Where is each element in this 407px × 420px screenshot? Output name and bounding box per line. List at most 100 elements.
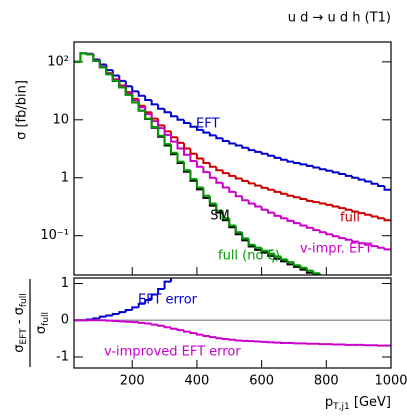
chart-title: u d → u d h (T1) [288, 11, 391, 26]
histogram-step [325, 232, 333, 236]
histogram-step [189, 331, 197, 335]
histogram-step [292, 195, 301, 199]
histogram-step [228, 187, 236, 193]
histogram-step [208, 132, 217, 137]
histogram-step [131, 94, 139, 104]
histogram-step [228, 218, 236, 227]
histogram-step [339, 282, 345, 284]
histogram-step [195, 160, 204, 168]
histogram-step [157, 104, 165, 110]
histogram-step [150, 293, 159, 301]
histogram-step [176, 328, 184, 332]
histogram-step [305, 164, 314, 167]
histogram-step [372, 296, 378, 299]
histogram-step [359, 292, 365, 294]
histogram-step [234, 175, 243, 180]
histogram-step [184, 256, 190, 265]
histogram-step [202, 334, 210, 338]
histogram-step [131, 86, 139, 93]
x-tick-label: 200 [120, 374, 145, 389]
histogram-step [105, 67, 113, 76]
histogram-step [163, 108, 172, 114]
histogram-step [273, 253, 282, 258]
histogram-step [247, 147, 256, 152]
histogram-step [170, 278, 173, 282]
histogram-step [157, 288, 165, 295]
histogram-step [137, 102, 146, 112]
histogram-step [280, 191, 288, 195]
histogram-step [221, 170, 230, 175]
histogram-step [318, 230, 327, 234]
histogram-step [377, 183, 385, 188]
histogram-step [98, 60, 107, 69]
plot-area [74, 52, 391, 304]
series-label: EFT [196, 117, 219, 132]
histogram-step [286, 159, 294, 163]
x-tick-label: 600 [249, 374, 274, 389]
histogram-step [372, 220, 378, 223]
histogram-step [137, 91, 146, 97]
series-label: full [340, 211, 360, 226]
histogram-step [333, 279, 339, 282]
histogram-step [352, 287, 358, 289]
histogram-step [344, 208, 353, 211]
histogram-step [144, 95, 152, 101]
y-tick-label: 1 [61, 276, 69, 291]
histogram-step [385, 301, 391, 304]
histogram-step [370, 244, 379, 248]
histogram-step [318, 273, 321, 275]
histogram-step [195, 153, 204, 160]
histogram-step [260, 185, 269, 189]
plot-area [74, 212, 391, 347]
histogram-step [189, 123, 197, 128]
histogram-step [260, 151, 269, 155]
histogram-step [267, 187, 275, 191]
histogram-step [221, 138, 230, 143]
histogram-step [85, 53, 94, 56]
histogram-step [124, 87, 133, 96]
x-axis-label: pT,j1 [GeV] [325, 395, 391, 412]
histogram-step [137, 302, 146, 308]
histogram-step [378, 222, 384, 225]
ratio-numerator: σEFT - σfull [12, 293, 29, 353]
histogram-step [247, 180, 256, 185]
histogram-step [333, 281, 339, 284]
histogram-step [202, 187, 210, 197]
histogram-step [170, 112, 178, 118]
histogram-step [267, 250, 275, 255]
histogram-step [299, 162, 307, 166]
histogram-step [176, 141, 184, 150]
histogram-step [189, 148, 197, 155]
histogram-step [338, 236, 346, 240]
histogram-step [247, 200, 256, 205]
histogram-step [203, 235, 209, 243]
histogram-step [195, 126, 204, 131]
histogram-step [228, 173, 236, 177]
histogram-step [331, 204, 340, 208]
histogram-step [312, 270, 320, 275]
histogram-step [144, 322, 152, 325]
histogram-step [228, 141, 236, 145]
histogram-step [364, 179, 372, 183]
histogram-step [338, 206, 346, 210]
histogram-step [144, 110, 152, 120]
y-tick-label: 10 [52, 112, 69, 127]
histogram-step [150, 118, 159, 129]
histogram-step [273, 189, 282, 193]
histogram-step [300, 212, 306, 213]
histogram-step [170, 144, 178, 154]
histogram-step [210, 228, 216, 234]
histogram-step [208, 336, 217, 339]
series-label: v-improved EFT error [104, 345, 241, 360]
histogram-step [280, 215, 288, 220]
histogram-step [215, 337, 223, 340]
histogram-step [118, 311, 126, 314]
histogram-step [189, 170, 197, 181]
histogram-step [92, 54, 100, 62]
histogram-step [254, 203, 262, 208]
histogram-step [377, 216, 385, 220]
series-label: v-impr. EFT [300, 242, 372, 257]
histogram-step [370, 214, 379, 218]
histogram-step [331, 170, 340, 174]
histogram-step [357, 211, 366, 215]
